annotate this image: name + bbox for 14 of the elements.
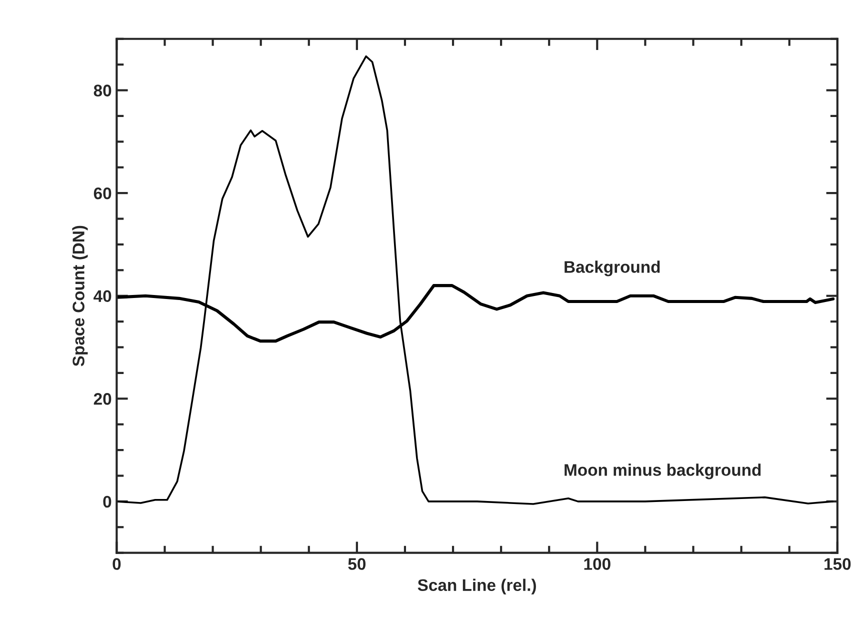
y-tick-label: 40 <box>94 290 112 302</box>
series-label: Moon minus background <box>564 464 761 480</box>
x-tick-label: 150 <box>824 558 851 570</box>
y-tick-label: 0 <box>103 496 112 508</box>
y-axis-title: Space Count (DN) <box>72 226 88 366</box>
y-tick-label: 60 <box>94 187 112 200</box>
series-label: Background <box>564 260 660 276</box>
y-tick-label: 20 <box>94 393 112 405</box>
x-axis-title: Scan Line (rel.) <box>418 578 536 594</box>
x-tick-label: 50 <box>348 558 366 570</box>
y-tick-label: 80 <box>94 84 112 96</box>
x-tick-label: 100 <box>584 558 610 570</box>
line-series <box>116 55 834 505</box>
x-tick-label: 0 <box>112 558 121 570</box>
